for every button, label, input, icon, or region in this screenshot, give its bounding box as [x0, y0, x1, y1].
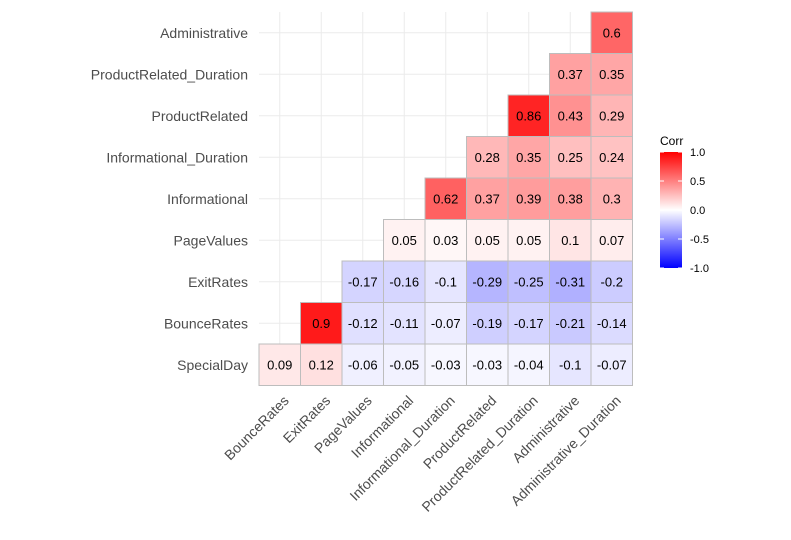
heatmap-cell — [590, 11, 633, 54]
legend-colorbar — [660, 152, 682, 268]
cell-value-label: 0.9 — [312, 316, 330, 331]
cell-value-label: -0.11 — [390, 316, 419, 331]
cell-value-label: -0.1 — [559, 357, 581, 372]
heatmap-cell — [590, 219, 633, 262]
cell-value-label: 0.62 — [433, 191, 458, 206]
heatmap-cell — [507, 177, 550, 220]
heatmap-cell — [383, 260, 426, 303]
cell-value-label: -0.05 — [389, 357, 419, 372]
y-tick-label: Informational — [167, 191, 248, 207]
heatmap-cell — [507, 94, 550, 137]
heatmap-cell — [590, 343, 633, 386]
legend-tick-label: -0.5 — [690, 234, 709, 246]
y-tick-label: PageValues — [174, 232, 248, 248]
cell-value-label: 0.05 — [392, 233, 417, 248]
legend-ticks: 1.0 0.5 0.0 -0.5 -1.0 — [660, 147, 709, 275]
heatmap-cell — [424, 302, 467, 345]
cell-value-label: 0.07 — [599, 233, 624, 248]
cell-value-label: -0.12 — [348, 316, 378, 331]
y-tick-label: SpecialDay — [177, 357, 248, 373]
cell-value-label: 0.29 — [599, 108, 624, 123]
heatmap-cell — [466, 136, 509, 179]
cell-value-label: 0.03 — [433, 233, 458, 248]
cell-value-label: 0.38 — [558, 191, 583, 206]
color-legend: Corr 1.0 0.5 0.0 -0.5 -1.0 — [660, 134, 709, 275]
y-axis-labels: SpecialDay BounceRates ExitRates PageValues… — [91, 25, 248, 373]
cell-value-label: 0.25 — [558, 150, 583, 165]
y-tick-label: ProductRelated_Duration — [91, 66, 248, 82]
heatmap-cell — [383, 219, 426, 262]
legend-tick-label: -1.0 — [690, 263, 709, 275]
heatmap-cell — [383, 302, 426, 345]
legend-title: Corr — [660, 134, 683, 148]
cell-value-label: -0.07 — [597, 357, 627, 372]
cell-value-label: -0.17 — [514, 316, 544, 331]
heatmap-cell — [590, 53, 633, 96]
cell-value-label: 0.09 — [267, 357, 292, 372]
cell-value-label: 0.37 — [475, 191, 500, 206]
heatmap-cell — [507, 260, 550, 303]
cell-value-label: -0.2 — [601, 274, 623, 289]
cell-value-label: -0.31 — [555, 274, 585, 289]
cell-value-label: -0.1 — [435, 274, 457, 289]
cell-value-label: 0.6 — [603, 25, 621, 40]
cell-value-label: 0.12 — [309, 357, 334, 372]
y-tick-label: ExitRates — [188, 274, 248, 290]
heatmap-cell — [424, 219, 467, 262]
heatmap-cell — [549, 219, 592, 262]
cell-value-label: 0.86 — [516, 108, 541, 123]
y-tick-label: Administrative — [160, 25, 248, 41]
y-tick-label: BounceRates — [164, 315, 248, 331]
heatmap-cell — [466, 177, 509, 220]
heatmap-cell — [466, 343, 509, 386]
heatmap-cell — [549, 260, 592, 303]
cell-value-label: -0.16 — [389, 274, 419, 289]
cell-value-label: -0.19 — [472, 316, 502, 331]
cell-value-label: 0.24 — [599, 150, 624, 165]
cell-value-label: 0.37 — [558, 67, 583, 82]
heatmap-cell — [424, 260, 467, 303]
cell-value-label: 0.35 — [516, 150, 541, 165]
y-tick-label: Informational_Duration — [106, 149, 248, 165]
heatmap-cell — [549, 302, 592, 345]
legend-tick-label: 1.0 — [690, 147, 705, 159]
cell-value-label: -0.03 — [431, 357, 461, 372]
cell-value-label: -0.21 — [555, 316, 585, 331]
cell-value-label: -0.29 — [472, 274, 502, 289]
cell-value-label: -0.03 — [472, 357, 502, 372]
cell-value-label: 0.35 — [599, 67, 624, 82]
heatmap-cell — [466, 302, 509, 345]
cell-value-label: -0.17 — [348, 274, 378, 289]
x-tick-label: BounceRates — [221, 392, 292, 463]
heatmap-cell — [300, 302, 343, 345]
heatmap-cell — [341, 260, 384, 303]
cell-value-label: -0.07 — [431, 316, 461, 331]
heatmap-cell — [590, 302, 633, 345]
cell-value-label: 0.1 — [561, 233, 579, 248]
x-axis-labels: BounceRatesExitRatesPageValuesInformatio… — [221, 392, 624, 515]
cell-value-label: 0.3 — [603, 191, 621, 206]
y-tick-label: ProductRelated — [151, 108, 248, 124]
cell-value-label: -0.14 — [597, 316, 627, 331]
cell-value-label: 0.28 — [475, 150, 500, 165]
heatmap-cell — [424, 177, 467, 220]
heatmap-cell — [507, 302, 550, 345]
heatmap-cell — [466, 219, 509, 262]
legend-tick-label: 0.0 — [690, 205, 705, 217]
heatmap-cells — [258, 11, 633, 386]
cell-value-label: 0.05 — [516, 233, 541, 248]
cell-value-label: -0.06 — [348, 357, 378, 372]
x-tick-label: ProductRelated — [420, 392, 500, 472]
heatmap-cell — [590, 260, 633, 303]
cell-value-label: -0.04 — [514, 357, 544, 372]
legend-tick-label: 0.5 — [690, 176, 705, 188]
cell-value-label: 0.05 — [475, 233, 500, 248]
cell-value-labels: 0.09 0.12 -0.06 -0.05 -0.03 -0.03 -0.04 -0.1 -0.… — [267, 25, 626, 372]
cell-value-label: -0.25 — [514, 274, 544, 289]
cell-value-label: 0.43 — [558, 108, 583, 123]
cell-value-label: 0.39 — [516, 191, 541, 206]
